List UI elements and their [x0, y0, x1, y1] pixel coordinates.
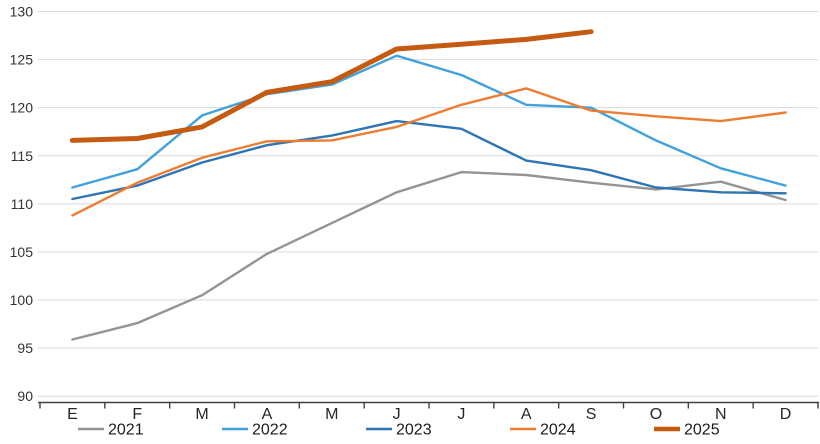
y-axis-tick-label: 115 — [11, 148, 34, 164]
y-axis-tick-label: 110 — [11, 196, 34, 212]
y-axis-tick-label: 100 — [10, 292, 34, 308]
legend-item-2024[interactable]: 2024 — [510, 422, 576, 439]
legend-item-2023[interactable]: 2023 — [366, 422, 432, 439]
x-axis-month-label: J — [457, 406, 465, 423]
series-line-2022 — [71, 54, 787, 189]
series-line-2023 — [71, 119, 787, 201]
legend-label-2022: 2022 — [252, 422, 288, 439]
x-axis-month-label: J — [393, 406, 401, 423]
series-line-2024 — [71, 87, 787, 217]
legend-label-2025: 2025 — [684, 422, 720, 439]
legend-item-2025[interactable]: 2025 — [654, 422, 720, 439]
x-axis-month-label: E — [67, 406, 78, 423]
y-axis-tick-label: 130 — [10, 4, 34, 20]
legend-label-2021: 2021 — [108, 422, 144, 439]
y-axis-tick-label: 120 — [10, 100, 34, 116]
legend-item-2021[interactable]: 2021 — [78, 422, 144, 439]
x-axis-month-label: D — [780, 406, 792, 423]
x-axis-month-label: M — [195, 406, 208, 423]
x-axis-month-label: A — [262, 406, 273, 423]
x-axis-month-label: O — [650, 406, 662, 423]
x-axis-month-label: M — [325, 406, 338, 423]
x-axis-month-label: F — [132, 406, 142, 423]
y-axis-tick-label: 95 — [17, 340, 33, 356]
x-axis-month-label: N — [715, 406, 727, 423]
legend-label-2024: 2024 — [540, 422, 576, 439]
series-line-2025 — [69, 29, 594, 143]
legend-item-2022[interactable]: 2022 — [222, 422, 288, 439]
x-axis-month-label: S — [586, 406, 597, 423]
legend-label-2023: 2023 — [396, 422, 432, 439]
y-axis-tick-label: 125 — [10, 52, 34, 68]
x-axis-month-label: A — [521, 406, 532, 423]
y-axis-tick-label: 90 — [17, 388, 33, 404]
y-axis-tick-label: 105 — [10, 244, 34, 260]
series-line-2021 — [71, 170, 787, 341]
